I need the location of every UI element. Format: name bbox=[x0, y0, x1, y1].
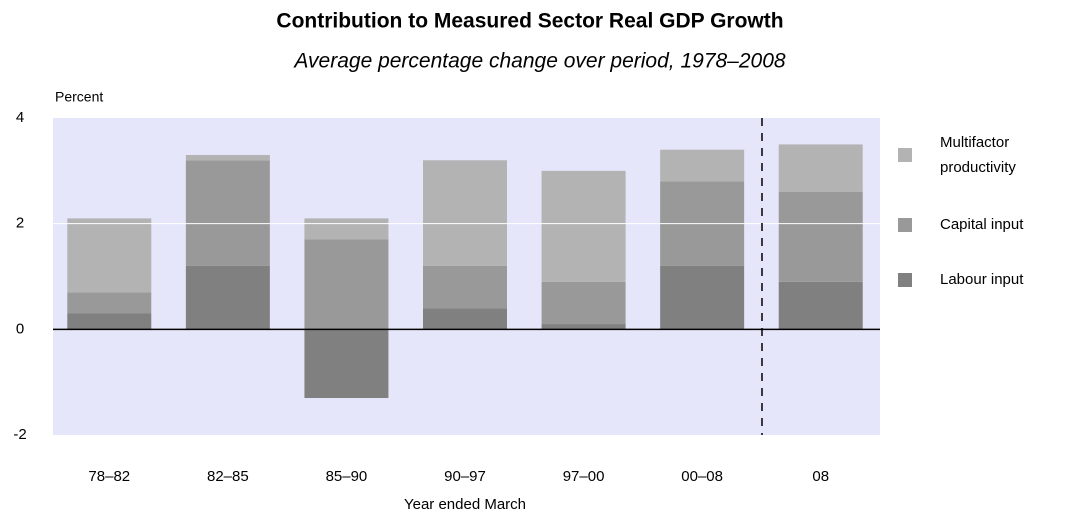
chart-subtitle: Average percentage change over period, 1… bbox=[292, 50, 785, 73]
bar-segment bbox=[660, 265, 745, 330]
bar-segment bbox=[185, 265, 270, 330]
marks bbox=[53, 144, 880, 399]
x-tick-label: 85–90 bbox=[326, 468, 368, 485]
bar-segment bbox=[67, 292, 152, 314]
x-tick-label: 78–82 bbox=[88, 468, 130, 485]
y-tick-label: 2 bbox=[16, 215, 24, 232]
bar-segment bbox=[67, 313, 152, 330]
bar-segment bbox=[423, 265, 507, 309]
chart-title: Contribution to Measured Sector Real GDP… bbox=[276, 10, 783, 33]
bar-segment bbox=[304, 329, 389, 399]
bar-segment bbox=[660, 149, 745, 182]
bar-segment bbox=[778, 144, 863, 192]
y-axis-label: Percent bbox=[55, 89, 103, 105]
legend-label: Capital input bbox=[940, 216, 1024, 233]
y-tick-label: -2 bbox=[13, 426, 26, 443]
bar-segment bbox=[541, 324, 626, 330]
bar-segment bbox=[423, 160, 507, 266]
x-tick-label: 90–97 bbox=[444, 468, 486, 485]
y-tick-label: 4 bbox=[16, 109, 24, 126]
legend-label: Multifactor productivity bbox=[940, 134, 1016, 176]
bar-segment bbox=[185, 154, 270, 161]
x-tick-label: 08 bbox=[812, 468, 829, 485]
bar-segment bbox=[778, 281, 863, 330]
x-tick-label: 00–08 bbox=[681, 468, 723, 485]
bar-segment bbox=[304, 218, 389, 240]
bar-segment bbox=[67, 218, 152, 293]
y-tick-label: 0 bbox=[16, 320, 24, 337]
legend-swatch bbox=[898, 148, 912, 162]
bar-segment bbox=[541, 281, 626, 325]
bar-segment bbox=[185, 160, 270, 266]
x-tick-label: 97–00 bbox=[563, 468, 605, 485]
legend-label: Labour input bbox=[940, 271, 1024, 288]
legend-entry: Capital input bbox=[940, 216, 1024, 233]
bar-segment bbox=[541, 170, 626, 282]
legend-swatch bbox=[898, 218, 912, 232]
x-tick-label: 82–85 bbox=[207, 468, 249, 485]
legend-swatch bbox=[898, 273, 912, 287]
x-axis-label: Year ended March bbox=[404, 496, 526, 513]
legend-entry: Multifactor productivity bbox=[940, 134, 1016, 176]
legend-entry: Labour input bbox=[940, 271, 1024, 288]
bar-segment bbox=[778, 191, 863, 282]
bar-segment bbox=[304, 239, 389, 330]
bar-segment bbox=[423, 308, 507, 330]
